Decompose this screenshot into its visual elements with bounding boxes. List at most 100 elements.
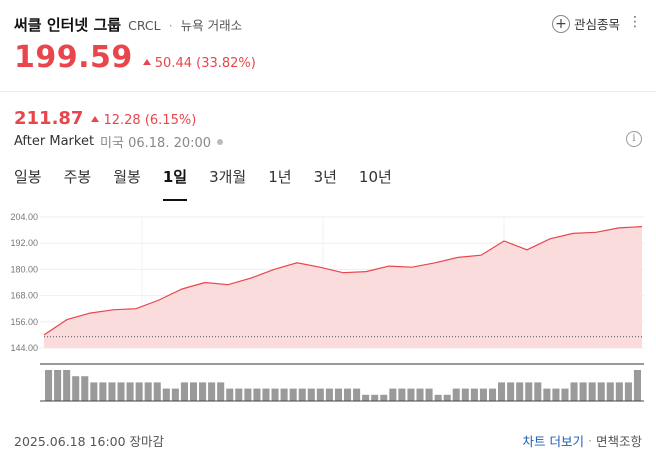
session-time: 미국 06.18. 20:00 xyxy=(100,136,212,151)
after-market-change: 12.28 (6.15%) xyxy=(91,113,196,128)
current-price: 199.59 xyxy=(14,40,133,75)
volume-bar xyxy=(561,388,569,401)
tab-3months[interactable]: 3개월 xyxy=(209,168,247,186)
up-arrow-icon xyxy=(91,116,100,122)
after-change-percent: (6.15%) xyxy=(144,113,197,128)
volume-bar xyxy=(588,382,596,401)
x-tick-label: 12:30 xyxy=(312,404,335,405)
info-icon[interactable]: i xyxy=(626,131,642,147)
volume-bar xyxy=(280,388,288,401)
volume-bar xyxy=(180,382,188,401)
y-tick-label: 204.00 xyxy=(10,212,38,222)
volume-bar xyxy=(289,388,297,401)
volume-bar xyxy=(271,388,279,401)
volume-bar xyxy=(108,382,116,401)
volume-bar xyxy=(63,370,71,401)
volume-bar xyxy=(407,388,415,401)
volume-bar xyxy=(416,388,424,401)
volume-bar xyxy=(615,382,623,401)
tab-1day[interactable]: 1일 xyxy=(162,166,188,201)
x-tick-label: 10:30 xyxy=(131,404,154,405)
divider xyxy=(0,91,656,92)
chart-more-link[interactable]: 차트 더보기 xyxy=(522,434,584,449)
y-tick-label: 180.00 xyxy=(10,264,38,274)
volume-bar xyxy=(498,382,506,401)
status-dot-icon xyxy=(217,138,224,145)
price-row: 199.59 50.44 (33.82%) xyxy=(14,40,256,75)
footer-separator: · xyxy=(588,433,592,448)
after-market-price: 211.87 xyxy=(14,108,84,129)
volume-bar xyxy=(189,382,198,401)
tab-daily[interactable]: 일봉 xyxy=(14,168,42,186)
volume-bar xyxy=(507,382,515,401)
volume-bar xyxy=(99,382,107,401)
volume-bar xyxy=(162,388,170,401)
y-tick-label: 168.00 xyxy=(10,291,38,301)
volume-bar xyxy=(90,382,98,401)
volume-bar xyxy=(606,382,614,401)
tab-weekly[interactable]: 주봉 xyxy=(63,168,92,186)
volume-bar xyxy=(552,388,560,401)
volume-bar xyxy=(298,388,306,401)
change-percent: (33.82%) xyxy=(196,56,256,71)
up-arrow-icon xyxy=(142,59,151,65)
volume-bar xyxy=(235,388,243,401)
price-area xyxy=(44,226,642,348)
volume-bar xyxy=(153,382,161,401)
volume-bar xyxy=(262,388,270,401)
volume-bar xyxy=(534,382,542,401)
add-watchlist-button[interactable]: + 관심종목 xyxy=(551,14,620,33)
x-tick-label: 14:30 xyxy=(493,404,516,405)
volume-bar xyxy=(488,388,497,401)
volume-bar xyxy=(72,376,80,401)
y-tick-label: 144.00 xyxy=(10,343,38,353)
volume-bar xyxy=(570,382,578,401)
volume-bar xyxy=(389,388,397,401)
volume-bar xyxy=(597,382,605,401)
session-row: After Market 미국 06.18. 20:00 xyxy=(14,132,224,151)
volume-bar xyxy=(135,382,143,401)
more-options-icon[interactable]: ⋮ xyxy=(628,14,642,30)
stock-header: 써클 인터넷 그룹 CRCL · 뉴욕 거래소 + 관심종목 ⋮ xyxy=(14,14,642,36)
plus-icon: + xyxy=(551,14,570,33)
volume-bar xyxy=(353,388,361,401)
volume-bar xyxy=(54,370,62,401)
volume-bar xyxy=(461,388,469,401)
after-change-value: 12.28 xyxy=(103,113,141,128)
volume-bar xyxy=(434,394,442,401)
disclaimer-link[interactable]: 면책조항 xyxy=(595,434,642,449)
volume-bar xyxy=(579,382,587,401)
tab-3years[interactable]: 3년 xyxy=(313,168,337,186)
volume-bar xyxy=(126,382,134,401)
price-chart[interactable]: 204.00 192.00 180.00 168.00 156.00 144.00 10:3… xyxy=(0,205,656,405)
volume-bar xyxy=(307,388,315,401)
volume-bar xyxy=(45,370,53,401)
volume-bar xyxy=(253,388,261,401)
volume-bar xyxy=(334,388,342,401)
volume-bar xyxy=(117,382,125,401)
after-market-row: 211.87 12.28 (6.15%) xyxy=(14,108,196,129)
volume-bar xyxy=(208,382,216,401)
volume-bar xyxy=(452,388,460,401)
volume-bar xyxy=(425,388,433,401)
tab-1year[interactable]: 1년 xyxy=(268,168,292,186)
change-value: 50.44 xyxy=(154,56,192,71)
volume-bar xyxy=(244,388,252,401)
tab-10years[interactable]: 10년 xyxy=(358,168,392,186)
volume-bar xyxy=(470,388,478,401)
volume-bar xyxy=(525,382,533,401)
y-tick-label: 192.00 xyxy=(10,238,38,248)
price-change: 50.44 (33.82%) xyxy=(142,56,256,71)
volume-bar xyxy=(344,388,352,401)
price-line xyxy=(43,226,643,336)
tab-monthly[interactable]: 월봉 xyxy=(113,168,141,186)
volume-bar xyxy=(380,394,388,401)
volume-bar xyxy=(81,376,89,401)
volume-bar xyxy=(199,382,207,401)
volume-bar xyxy=(443,394,451,401)
market-timestamp: 2025.06.18 16:00 장마감 xyxy=(14,434,165,449)
volume-bar xyxy=(217,382,225,401)
exchange-name: 뉴욕 거래소 xyxy=(180,18,243,33)
volume-bar xyxy=(325,388,333,401)
volume-bar xyxy=(371,394,379,401)
